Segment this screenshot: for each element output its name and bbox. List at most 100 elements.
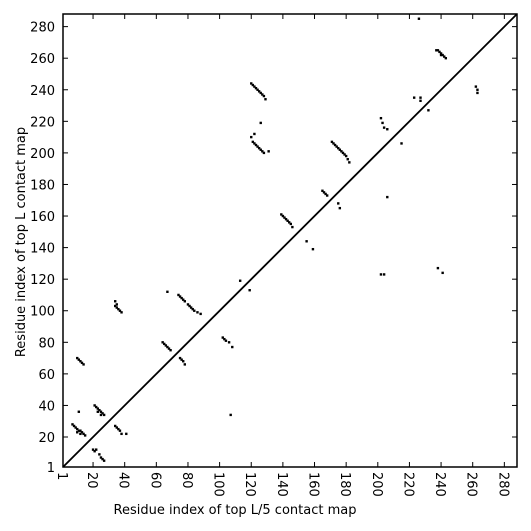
contact-point [102,459,106,462]
y-tick-label: 160 [30,210,55,225]
contact-point [189,306,193,309]
contact-point [79,432,82,436]
y-tick-label: 140 [30,242,55,257]
y-tick-label: 60 [38,368,55,383]
contact-point [333,143,337,147]
contact-point [221,336,224,339]
contact-point [117,307,120,311]
y-axis-label: Residue index of top L contact map [14,127,29,357]
contact-point [251,140,255,144]
contact-point [341,151,345,155]
contact-point [76,431,79,434]
contact-point [436,266,440,270]
contact-point [344,154,348,158]
contact-point [291,225,294,229]
contact-point [76,427,79,431]
contact-point [379,273,383,276]
contact-point [251,83,255,87]
contact-point [120,432,123,436]
contact-point [161,341,164,344]
contact-point [223,337,226,341]
x-tick-label: 1 [54,472,69,480]
contact-point [261,93,264,96]
contact-point [182,360,185,363]
contact-point [186,303,190,306]
contact-point [188,304,191,308]
contact-point [325,194,329,197]
contact-point [259,91,262,95]
contact-point [183,363,187,366]
contact-point [439,52,443,55]
contact-point [120,311,123,314]
contact-point [259,148,262,151]
contact-point [332,142,335,145]
x-tick-label: 160 [306,472,321,497]
contact-point [93,450,96,453]
contact-point [180,296,183,300]
contact-point [101,457,104,461]
contact-point [227,341,231,344]
contact-point [443,55,446,58]
y-tick-label: 100 [30,305,55,320]
contact-point [115,426,118,429]
contact-point [83,434,87,437]
contact-point [305,240,308,243]
contact-point [284,217,288,221]
y-tick-label: 20 [38,431,55,446]
contact-point [476,88,479,91]
contact-point [439,53,443,57]
contact-point [253,132,256,136]
contact-point [82,363,85,366]
y-tick-label: 280 [30,21,55,36]
x-tick-label: 120 [242,472,257,497]
contact-point [262,94,266,98]
contact-point [340,150,343,153]
contact-point [118,309,122,312]
diagonal-line [62,13,518,468]
x-tick-label: 280 [495,472,510,497]
contact-point [386,128,389,131]
contact-point [311,247,315,251]
x-tick-label: 260 [464,472,479,497]
contact-point [72,424,76,428]
contact-point [229,413,232,417]
contact-point [419,99,422,103]
contact-point [167,347,171,350]
contact-point [441,53,444,57]
x-tick-label: 140 [274,472,289,497]
contact-point [74,426,77,429]
contact-point [337,202,340,205]
contact-point [348,161,351,164]
contact-point [125,432,128,436]
contact-point [118,429,122,432]
x-axis-label: Residue index of top L/5 contact map [114,503,357,518]
contact-point [76,356,79,360]
contact-point [412,96,416,99]
contact-point [180,358,183,361]
y-tick-label: 240 [30,84,55,99]
contact-point [427,109,430,112]
contact-point [381,121,384,125]
contact-point [163,342,166,346]
contact-point [182,298,185,301]
contact-point [382,126,386,129]
contact-point [337,146,340,150]
contact-point [79,429,82,432]
x-tick-label: 180 [337,472,352,497]
contact-point [177,293,180,297]
y-tick-label: 40 [38,399,55,414]
contact-point [476,91,479,95]
x-tick-label: 20 [84,472,99,489]
y-tick-label: 80 [38,336,55,351]
contact-point [114,424,117,428]
x-tick-label: 220 [400,472,415,497]
contact-point [262,151,266,155]
contact-point [248,289,251,292]
contact-point [98,453,101,456]
contact-point [253,85,256,88]
contact-point [99,413,103,417]
contact-point [96,410,100,413]
contact-point [435,49,438,52]
contact-point [77,358,81,361]
